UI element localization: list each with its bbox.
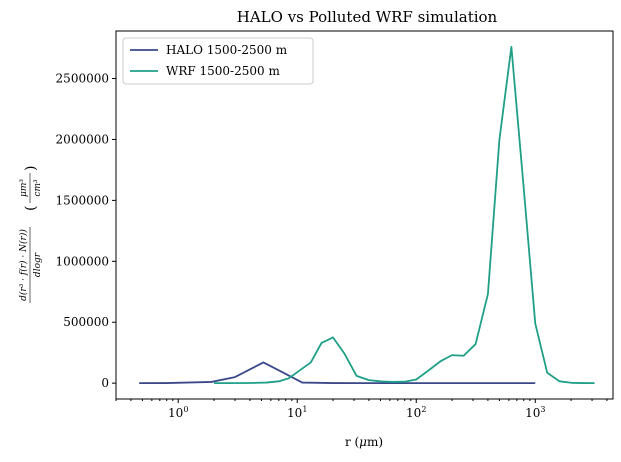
y-label-fraction-left: d(r³ · f(r) · N(r)) dlogr xyxy=(18,227,43,303)
y-axis-label: d(r³ · f(r) · N(r)) dlogr ( μm³ cm³ ) xyxy=(18,166,43,303)
x-tick-label: 101 xyxy=(287,405,307,420)
x-axis-label-prefix: r ( xyxy=(345,435,359,449)
x-tick-label: 102 xyxy=(406,405,426,420)
y-label-units-open: ( xyxy=(23,206,39,211)
x-axis: 100 101 102 103 xyxy=(115,399,608,420)
legend-label-halo: HALO 1500-2500 m xyxy=(166,43,288,57)
legend-box xyxy=(122,37,314,85)
y-label-units-denominator: cm³ xyxy=(33,179,43,197)
y-label-denominator: dlogr xyxy=(33,252,43,277)
y-tick-label: 0 xyxy=(101,376,109,390)
y-label-units-numerator: μm³ xyxy=(19,179,29,197)
y-tick-label: 1000000 xyxy=(56,254,109,268)
y-tick-label: 500000 xyxy=(63,315,109,329)
y-axis: 0 500000 1000000 1500000 2000000 2500000 xyxy=(56,72,116,390)
x-tick-label: 100 xyxy=(168,405,188,420)
x-tick-label: 103 xyxy=(525,405,545,420)
plot-area: 100 101 102 103 0 500000 1000000 1500000 200000… xyxy=(56,30,614,420)
y-label-units: ( μm³ cm³ ) xyxy=(19,166,43,211)
y-label-units-close: ) xyxy=(23,166,39,171)
series-line-0 xyxy=(139,361,536,385)
chart-title: HALO vs Polluted WRF simulation xyxy=(237,8,498,26)
y-tick-label: 1500000 xyxy=(56,193,109,207)
x-axis-label-mu: μ xyxy=(359,435,367,449)
x-axis-label: r (μm) xyxy=(345,435,383,449)
series-line-1 xyxy=(214,45,595,385)
y-label-numerator: d(r³ · f(r) · N(r)) xyxy=(18,229,29,301)
legend-label-wrf: WRF 1500-2500 m xyxy=(166,64,280,78)
legend: HALO 1500-2500 m WRF 1500-2500 m xyxy=(122,37,314,85)
plot-frame xyxy=(115,30,614,400)
y-tick-label: 2500000 xyxy=(56,72,109,86)
series-layer xyxy=(139,45,595,385)
x-axis-label-suffix: m) xyxy=(367,435,383,449)
y-tick-label: 2000000 xyxy=(56,132,109,146)
